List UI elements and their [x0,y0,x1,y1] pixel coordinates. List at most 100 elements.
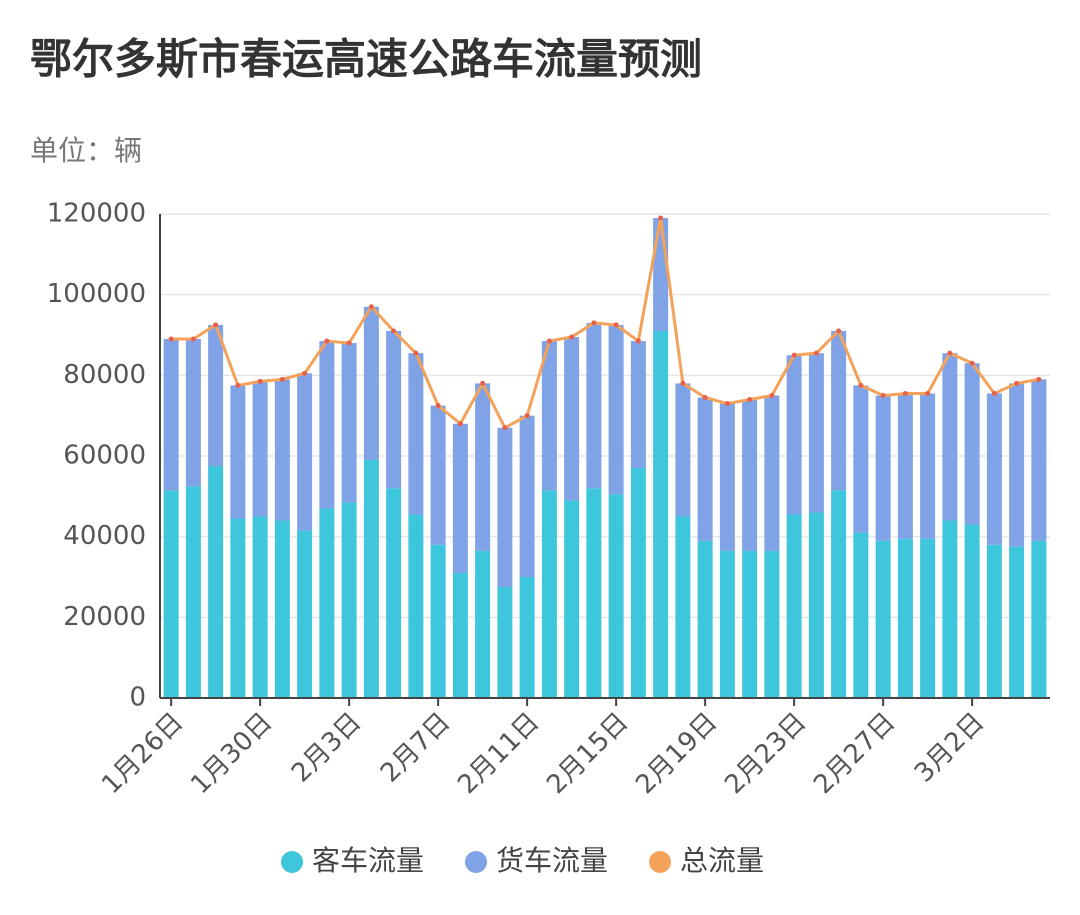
line-point [591,320,597,326]
bar-segment [519,577,535,698]
bar-segment [764,550,780,698]
line-point [880,393,886,398]
line-point [257,378,263,384]
line-point [569,334,575,340]
bar-segment [964,363,980,525]
bar-segment [319,341,335,509]
bar-segment [252,516,268,698]
bar-segment [630,468,646,698]
legend-swatch [649,851,672,873]
bar-segment [341,502,357,698]
x-tick-label: 2月23日 [719,707,812,800]
line-point [213,322,219,328]
y-tick-label: 120000 [47,199,146,229]
bar-segment [319,508,335,698]
bar-segment [386,488,402,698]
line-point [813,350,819,356]
bar-segment [1031,379,1047,541]
bar-segment [786,355,802,515]
bar-segment [808,353,824,513]
bar-segment [564,337,580,501]
bar-segment [430,405,446,545]
bar-segment [653,218,669,331]
bar-segment [675,383,691,517]
bar-segment [608,324,624,495]
line-point [346,340,352,346]
line-point [724,401,730,407]
bar-segment [853,385,869,533]
bar-segment [942,520,958,698]
total-line [171,217,1040,430]
bar-segment [719,550,735,698]
x-tick-label: 2月15日 [541,707,634,800]
bar-segment [408,353,424,515]
bar-segment [208,466,224,698]
bar-segment [831,330,847,491]
y-tick-label: 100000 [47,279,146,309]
y-tick-label: 60000 [63,441,146,471]
bar-segment [719,403,735,551]
line-point [524,413,530,419]
line-point [680,380,686,386]
bar-segment [875,395,891,541]
x-tick-label: 1月30日 [185,707,278,800]
bar-segment [363,306,379,461]
bar-segment [363,460,379,698]
line-point [858,382,864,388]
bar-segment [608,494,624,698]
line-point [947,350,953,356]
line-point [1014,380,1020,386]
legend-label: 总流量 [680,844,764,877]
line-point [391,328,397,334]
bar-segment [697,397,713,541]
line-point [502,425,508,431]
bar-segment [942,353,958,521]
bar-segment [653,330,669,698]
bar-segment [564,500,580,698]
bar-segment [675,516,691,698]
unit-label: 单位：辆 [30,134,142,167]
bar-segment [475,550,491,698]
bar-segment [541,341,557,491]
bar-segment [185,339,201,487]
line-point [1036,376,1042,382]
line-point [546,338,552,344]
line-point [457,421,463,427]
x-tick-label: 2月11日 [452,707,545,800]
bar-segment [541,490,557,698]
bar-segment [185,486,201,698]
line-point [279,376,285,382]
bar-segment [897,393,913,539]
x-tick-label: 1月26日 [96,707,189,800]
bar-segment [897,538,913,698]
bar-segment [586,488,602,698]
bar-segment [1009,546,1025,698]
bar-segment [808,512,824,698]
bar-segment [875,540,891,698]
bar-segment [742,399,758,551]
bar-segment [408,514,424,698]
line-point [302,370,308,376]
bar-segment [274,520,290,698]
line-point [902,390,908,396]
line-point [969,360,975,366]
bar-segment [920,393,936,539]
x-tick-label: 3月2日 [909,707,990,788]
y-tick-label: 80000 [63,360,146,390]
bar-segment [230,385,246,519]
legend-swatch [281,851,303,873]
y-tick-label: 20000 [63,602,146,632]
bar-segment [920,538,936,698]
x-tick-label: 2月7日 [375,707,456,788]
line-point [791,352,797,358]
bar-segment [831,490,847,698]
chart-title: 鄂尔多斯市春运高速公路车流量预测 [30,35,702,84]
bar-segment [297,373,313,531]
bar-segment [786,514,802,698]
y-tick-label: 0 [129,683,146,713]
line-point [635,338,641,344]
line-point [613,322,619,328]
line-point [324,338,330,344]
x-tick-label: 2月27日 [808,707,901,800]
x-tick-label: 2月19日 [630,707,723,800]
